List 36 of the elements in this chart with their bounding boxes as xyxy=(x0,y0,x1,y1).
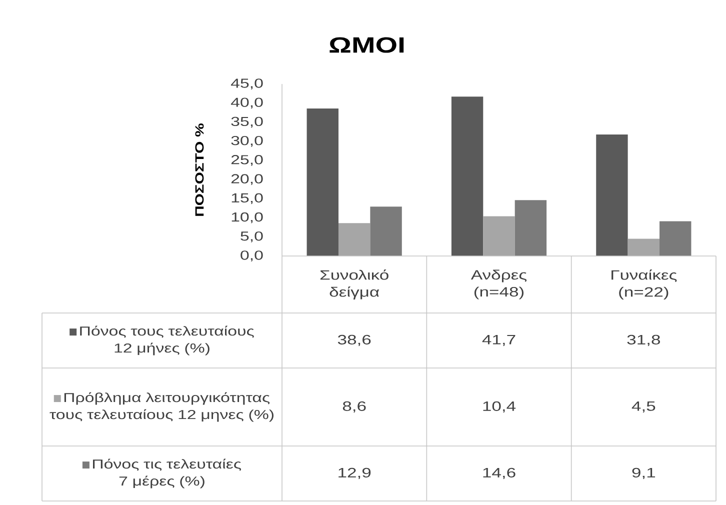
data-label: 4,5 xyxy=(632,401,656,412)
legend-label: Πόνος τους τελευταίους 12 μήνες (%) xyxy=(80,326,254,356)
y-tick-label: 35,0 xyxy=(231,116,263,128)
x-tick-label: Ανδρες (n=48) xyxy=(470,270,527,300)
bar xyxy=(596,134,628,256)
y-axis-title: ΠΟΣΟΣΤΟ % xyxy=(195,123,204,216)
bar xyxy=(483,216,515,256)
y-tick-label: 45,0 xyxy=(230,78,263,90)
data-label: 9,1 xyxy=(632,468,656,480)
data-label: 8,6 xyxy=(342,401,366,413)
x-tick-label: Συνολικό δείγμα xyxy=(320,269,388,300)
bar xyxy=(306,108,338,256)
legend-label: Πόνος τις τελευταίες 7 μέρες (%) xyxy=(93,458,242,488)
bar xyxy=(628,238,660,256)
data-label: 31,8 xyxy=(627,334,660,346)
data-label: 38,6 xyxy=(338,334,371,346)
y-tick-label: 30,0 xyxy=(231,136,263,147)
y-tick-label: 40,0 xyxy=(230,98,263,108)
bar xyxy=(514,200,547,256)
data-label: 41,7 xyxy=(482,334,516,346)
y-tick-label: 0,0 xyxy=(240,250,263,262)
legend-label: Πρόβλημα λειτουργικότητας τους τελευταίους 12 μηνες (%) xyxy=(50,392,274,422)
y-tick-label: 20,0 xyxy=(231,174,263,185)
data-label: 12,9 xyxy=(338,468,371,480)
bar xyxy=(370,206,402,256)
y-tick-label: 10,0 xyxy=(232,212,263,224)
bar xyxy=(451,96,484,256)
bar xyxy=(338,223,370,256)
data-label: 14,6 xyxy=(483,468,516,480)
bar xyxy=(660,221,692,256)
y-tick-label: 25,0 xyxy=(231,155,263,166)
x-tick-label: Γυναίκες (n=22) xyxy=(612,269,677,300)
chart-title: ΩΜΟΙ xyxy=(330,37,404,53)
data-label: 10,4 xyxy=(483,401,516,413)
y-tick-label: 15,0 xyxy=(232,193,263,204)
y-tick-label: 5,0 xyxy=(240,232,263,242)
